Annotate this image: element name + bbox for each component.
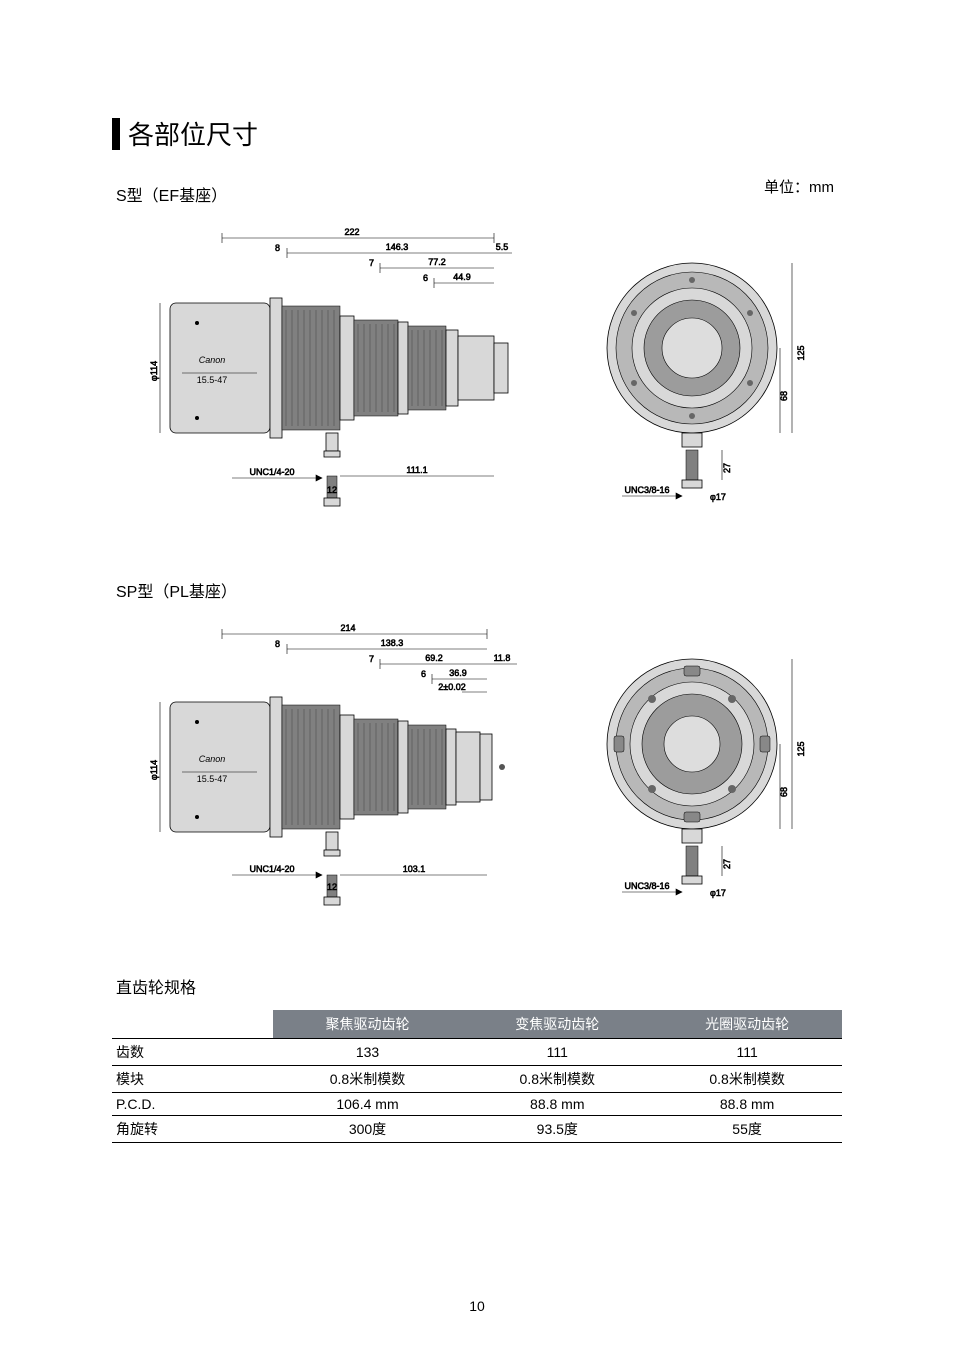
dim-sf-unc38: UNC3/8-16 <box>624 485 669 495</box>
dim-sp-1383: 138.3 <box>381 638 404 648</box>
dim-sp-369: 36.9 <box>449 668 467 678</box>
page-number: 10 <box>0 1298 954 1314</box>
unit-label: 单位：mm <box>764 176 834 197</box>
gear-table-title: 直齿轮规格 <box>116 974 842 998</box>
table-header-1: 变焦驱动齿轮 <box>462 1010 652 1039</box>
dim-sp-1031: 103.1 <box>403 864 426 874</box>
cell: 111 <box>462 1039 652 1066</box>
table-row: 模块 0.8米制模数 0.8米制模数 0.8米制模数 <box>112 1066 842 1093</box>
focus-s: 15.5-47 <box>197 375 228 385</box>
table-header-2: 光圈驱动齿轮 <box>652 1010 842 1039</box>
dim-s-phi114: φ114 <box>149 361 159 381</box>
gear-table-section: 直齿轮规格 聚焦驱动齿轮 变焦驱动齿轮 光圈驱动齿轮 齿数 133 111 11… <box>112 974 842 1143</box>
dim-s-1463: 146.3 <box>386 242 409 252</box>
focus-sp: 15.5-47 <box>197 774 228 784</box>
dim-sp-7: 7 <box>369 654 374 664</box>
dim-sp-tol: 2±0.02 <box>438 682 465 692</box>
table-row: 齿数 133 111 111 <box>112 1039 842 1066</box>
dim-sp-8: 8 <box>275 639 280 649</box>
cell: 111 <box>652 1039 842 1066</box>
cell: 133 <box>273 1039 463 1066</box>
row-label: 角旋转 <box>112 1116 273 1143</box>
cell: 106.4 mm <box>273 1093 463 1116</box>
dim-spf-phi17: φ17 <box>710 888 726 898</box>
dim-s-12: 12 <box>327 485 337 495</box>
section-heading: 各部位尺寸 <box>112 115 842 152</box>
dim-sp-12: 12 <box>327 882 337 892</box>
cell: 0.8米制模数 <box>462 1066 652 1093</box>
gear-table: 聚焦驱动齿轮 变焦驱动齿轮 光圈驱动齿轮 齿数 133 111 111 模块 0… <box>112 1010 842 1143</box>
dim-s-449: 44.9 <box>453 272 471 282</box>
dim-sp-6: 6 <box>421 669 426 679</box>
heading-text: 各部位尺寸 <box>128 115 258 152</box>
row-label: 模块 <box>112 1066 273 1093</box>
heading-bar <box>112 118 120 150</box>
dim-spf-unc38: UNC3/8-16 <box>624 881 669 891</box>
row-label: P.C.D. <box>112 1093 273 1116</box>
dim-spf-68: 68 <box>779 787 789 797</box>
dim-sp-phi114: φ114 <box>149 760 159 780</box>
subheading-sp: SP型（PL基座） <box>116 578 842 602</box>
diagram-s-side: 222 8 146.3 7 77.2 6 44.9 5.5 <box>142 218 542 528</box>
dim-sp-214: 214 <box>340 623 355 633</box>
diagram-sp-side: 214 8 138.3 7 69.2 6 36.9 11.8 2±0. <box>142 614 542 924</box>
dim-sf-27: 27 <box>722 463 732 473</box>
dim-s-1111: 111.1 <box>406 465 427 475</box>
diagram-sp-front: 125 68 27 UNC3/8-16 φ17 <box>582 614 842 924</box>
table-header-0: 聚焦驱动齿轮 <box>273 1010 463 1039</box>
dim-sp-unc14: UNC1/4-20 <box>249 864 294 874</box>
cell: 0.8米制模数 <box>652 1066 842 1093</box>
dim-s-222: 222 <box>344 227 359 237</box>
cell: 300度 <box>273 1116 463 1143</box>
dim-s-55: 5.5 <box>496 242 509 252</box>
cell: 88.8 mm <box>652 1093 842 1116</box>
dim-sf-68: 68 <box>779 391 789 401</box>
brand-sp: Canon <box>199 754 226 764</box>
dim-s-772: 77.2 <box>428 257 446 267</box>
brand-s: Canon <box>199 355 226 365</box>
table-row: P.C.D. 106.4 mm 88.8 mm 88.8 mm <box>112 1093 842 1116</box>
dim-sp-118: 11.8 <box>494 653 511 663</box>
row-label: 齿数 <box>112 1039 273 1066</box>
diagram-sp-container: 214 8 138.3 7 69.2 6 36.9 11.8 2±0. <box>112 614 842 924</box>
cell: 88.8 mm <box>462 1093 652 1116</box>
dim-sf-125: 125 <box>796 345 806 360</box>
table-row: 角旋转 300度 93.5度 55度 <box>112 1116 842 1143</box>
dim-s-8: 8 <box>275 243 280 253</box>
dim-s-7: 7 <box>369 258 374 268</box>
dim-s-6: 6 <box>423 273 428 283</box>
dim-sp-692: 69.2 <box>425 653 443 663</box>
cell: 0.8米制模数 <box>273 1066 463 1093</box>
cell: 55度 <box>652 1116 842 1143</box>
table-header-empty <box>112 1010 273 1039</box>
diagram-s-front: 125 68 27 UNC3/8-16 φ17 <box>582 218 842 528</box>
dim-s-unc14: UNC1/4-20 <box>249 467 294 477</box>
dim-sf-phi17: φ17 <box>710 492 726 502</box>
subheading-s: S型（EF基座） <box>116 182 842 206</box>
dim-spf-125: 125 <box>796 741 806 756</box>
dim-spf-27: 27 <box>722 859 732 869</box>
cell: 93.5度 <box>462 1116 652 1143</box>
diagram-s-container: 222 8 146.3 7 77.2 6 44.9 5.5 <box>112 218 842 528</box>
